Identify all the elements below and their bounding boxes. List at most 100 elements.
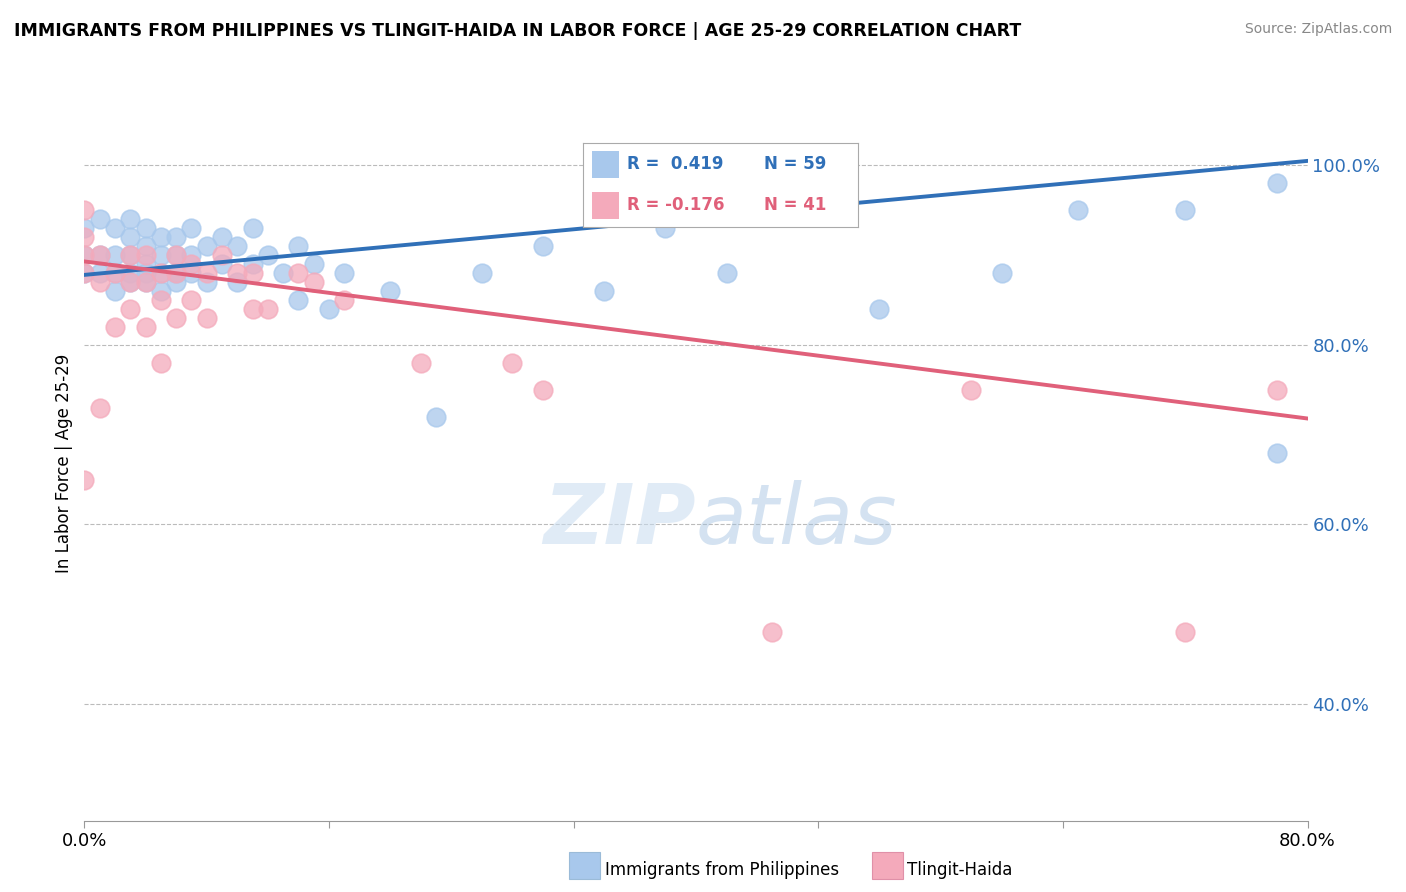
Text: atlas: atlas <box>696 481 897 561</box>
Bar <box>592 152 619 178</box>
Point <box>89 266 111 280</box>
Point <box>302 257 325 271</box>
Point <box>531 383 554 397</box>
Point <box>211 257 233 271</box>
Point <box>211 230 233 244</box>
Text: IMMIGRANTS FROM PHILIPPINES VS TLINGIT-HAIDA IN LABOR FORCE | AGE 25-29 CORRELAT: IMMIGRANTS FROM PHILIPPINES VS TLINGIT-H… <box>14 22 1021 40</box>
Point <box>960 383 983 397</box>
Point <box>165 266 187 280</box>
Point <box>1174 625 1197 640</box>
Point <box>287 239 309 253</box>
Point <box>120 248 142 262</box>
Point <box>287 293 309 307</box>
Text: R =  0.419: R = 0.419 <box>627 155 724 173</box>
Point <box>135 266 157 280</box>
Text: Source: ZipAtlas.com: Source: ZipAtlas.com <box>1244 22 1392 37</box>
Point <box>471 266 494 280</box>
Point <box>1174 203 1197 218</box>
Point <box>180 248 202 262</box>
Point <box>104 320 127 334</box>
Point <box>135 239 157 253</box>
Text: N = 41: N = 41 <box>765 196 827 214</box>
Point <box>104 266 127 280</box>
Point <box>226 275 249 289</box>
Point <box>149 293 172 307</box>
Point <box>271 266 294 280</box>
Point <box>73 266 96 280</box>
Point <box>991 266 1014 280</box>
Point <box>242 257 264 271</box>
Point <box>165 230 187 244</box>
Point <box>120 248 142 262</box>
Point <box>165 275 187 289</box>
Point <box>89 248 111 262</box>
Point <box>135 248 157 262</box>
Point <box>135 275 157 289</box>
Point <box>242 266 264 280</box>
Point <box>531 239 554 253</box>
Point <box>1067 203 1090 218</box>
Point <box>89 401 111 415</box>
Point <box>195 239 218 253</box>
Point <box>195 310 218 325</box>
Point <box>165 248 187 262</box>
Point <box>149 230 172 244</box>
Point <box>761 625 783 640</box>
Point <box>165 266 187 280</box>
Point <box>380 284 402 298</box>
Point <box>242 301 264 316</box>
Point <box>73 230 96 244</box>
Point <box>73 248 96 262</box>
Point <box>120 266 142 280</box>
Point <box>135 257 157 271</box>
Point <box>1265 383 1288 397</box>
Point <box>226 239 249 253</box>
Text: R = -0.176: R = -0.176 <box>627 196 725 214</box>
Point <box>333 293 356 307</box>
Point <box>333 266 356 280</box>
Point <box>257 248 280 262</box>
Point <box>135 221 157 235</box>
Point <box>120 230 142 244</box>
Point <box>195 266 218 280</box>
Point <box>89 212 111 227</box>
Point <box>135 275 157 289</box>
Point <box>211 248 233 262</box>
Point <box>716 266 738 280</box>
Point <box>135 320 157 334</box>
Point <box>89 248 111 262</box>
Point <box>149 284 172 298</box>
Point <box>425 409 447 424</box>
Text: ZIP: ZIP <box>543 481 696 561</box>
Point <box>120 275 142 289</box>
Point <box>869 301 891 316</box>
Point <box>180 266 202 280</box>
Point <box>593 284 616 298</box>
Point <box>287 266 309 280</box>
Point <box>257 301 280 316</box>
Point <box>654 221 676 235</box>
Point <box>195 275 218 289</box>
Point <box>302 275 325 289</box>
Point <box>318 301 340 316</box>
Point <box>120 275 142 289</box>
Point <box>73 203 96 218</box>
Point <box>242 221 264 235</box>
Point <box>1265 445 1288 459</box>
Point <box>165 310 187 325</box>
Point <box>120 301 142 316</box>
Point <box>120 212 142 227</box>
Point <box>149 248 172 262</box>
Point <box>149 266 172 280</box>
Point <box>180 257 202 271</box>
Bar <box>592 192 619 219</box>
Point <box>180 221 202 235</box>
Y-axis label: In Labor Force | Age 25-29: In Labor Force | Age 25-29 <box>55 354 73 574</box>
Point <box>73 248 96 262</box>
Point <box>104 284 127 298</box>
Text: N = 59: N = 59 <box>765 155 827 173</box>
Point <box>104 266 127 280</box>
Point <box>73 266 96 280</box>
Point <box>89 275 111 289</box>
Text: Immigrants from Philippines: Immigrants from Philippines <box>605 861 839 879</box>
